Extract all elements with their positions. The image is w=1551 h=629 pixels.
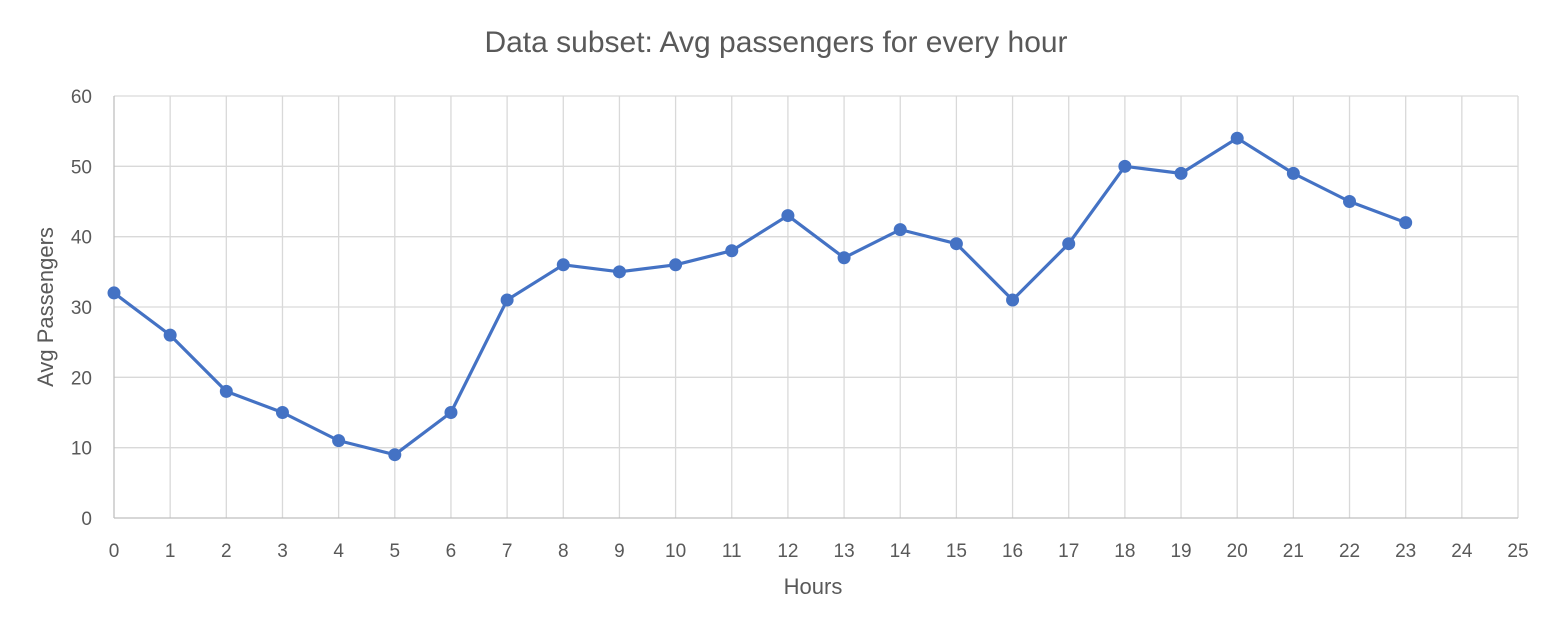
data-point [275,406,289,419]
x-tick-label: 10 [665,541,686,562]
x-tick-label: 22 [1339,541,1360,562]
x-tick-label: 7 [502,541,513,562]
x-tick-label: 8 [558,541,569,562]
x-tick-label: 9 [614,541,625,562]
data-point [107,286,121,300]
x-tick-label: 24 [1451,541,1473,562]
y-tick-label: 10 [71,439,92,460]
series-layer [107,131,1413,462]
x-tick-label: 0 [109,541,120,562]
axes [113,96,1518,519]
x-axis-label: Hours [784,574,843,599]
x-tick-label: 2 [221,541,232,562]
series-line [112,136,1408,457]
data-point [893,223,907,237]
data-point [1006,293,1020,307]
data-point [1399,216,1413,230]
x-tick-label: 13 [834,541,855,562]
data-point [332,434,346,448]
x-tick-label: 17 [1058,541,1079,562]
y-tick-label: 30 [71,298,92,319]
y-tick-label: 50 [71,157,92,178]
data-point [1286,166,1300,180]
x-tick-label: 12 [777,541,798,562]
x-tick-label: 18 [1114,541,1135,562]
x-tick-label: 15 [946,541,967,562]
x-tick-label: 23 [1395,541,1416,562]
data-point [219,384,233,398]
chart-title: Data subset: Avg passengers for every ho… [484,26,1067,59]
x-tick-label: 21 [1283,541,1304,562]
x-tick-label: 3 [277,541,288,562]
data-point [837,251,851,265]
y-tick-label: 60 [71,87,92,108]
data-point [1230,131,1244,145]
y-tick-label: 40 [71,228,92,249]
data-point [388,448,402,462]
y-tick-label: 0 [81,509,92,530]
data-point [1062,237,1076,251]
data-point [949,237,963,251]
x-tick-label: 6 [446,541,457,562]
grid [114,95,1519,518]
x-tick-label: 19 [1170,541,1191,562]
x-axis-tick-labels: 0 1 2 3 4 5 6 7 8 9 10 11 12 13 14 15 16 17 18 19 20 21 22 23 24… [109,541,1529,562]
x-tick-label: 25 [1507,541,1528,562]
data-point [669,258,683,272]
x-tick-label: 4 [333,541,344,562]
x-tick-label: 20 [1227,541,1248,562]
y-axis-tick-labels: 0 10 20 30 40 50 60 [71,87,92,530]
data-point [612,265,626,279]
data-point [163,328,177,342]
y-axis-label: Avg Passengers [33,227,58,387]
x-tick-label: 11 [722,541,742,562]
x-tick-label: 1 [165,541,176,562]
data-point [500,293,514,307]
data-point [1174,166,1188,180]
data-point [781,209,795,223]
data-point [725,244,739,258]
data-point [444,406,458,419]
y-tick-label: 20 [71,368,92,389]
x-tick-label: 14 [890,541,912,562]
data-point [556,258,570,272]
data-point [1118,159,1132,173]
x-tick-label: 16 [1002,541,1023,562]
x-tick-label: 5 [390,541,401,562]
data-point [1343,195,1357,208]
